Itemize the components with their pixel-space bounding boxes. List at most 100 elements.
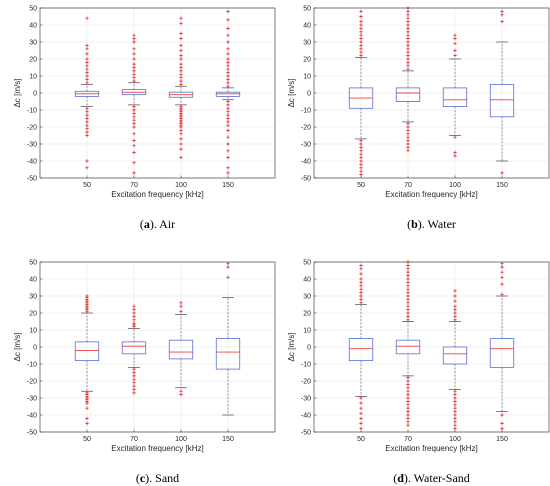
box-50 [74, 16, 100, 170]
y-tick-label: 50 [303, 5, 311, 12]
outlier-marker [132, 104, 136, 109]
outlier-marker [359, 40, 363, 44]
outlier-marker [359, 406, 363, 410]
outlier-marker [132, 36, 136, 41]
outlier-marker [359, 267, 363, 271]
box-50 [74, 294, 100, 426]
outlier-marker [406, 121, 410, 126]
outlier-marker [85, 60, 89, 65]
outlier-marker [359, 416, 363, 421]
y-tick-label: -10 [27, 107, 37, 114]
outlier-marker [453, 304, 457, 308]
outlier-marker [179, 304, 183, 308]
outlier-marker [132, 307, 136, 312]
outlier-marker [453, 289, 457, 293]
y-tick-label: 20 [29, 310, 37, 317]
outlier-marker [500, 292, 504, 296]
outlier-marker [132, 138, 136, 143]
outlier-marker [179, 301, 183, 305]
outlier-marker [132, 381, 136, 385]
outlier-marker [226, 128, 230, 133]
outlier-marker [500, 270, 504, 274]
outlier-marker [406, 284, 410, 288]
outlier-marker [406, 280, 410, 285]
outlier-marker [359, 421, 363, 426]
outlier-marker [453, 392, 457, 397]
y-axis-label: Δc [m/s] [13, 333, 22, 362]
outlier-marker [132, 144, 136, 148]
y-tick-label: 30 [29, 39, 37, 46]
outlier-marker [406, 145, 410, 150]
outlier-marker [406, 382, 410, 387]
outlier-marker [453, 36, 457, 41]
outlier-marker [453, 150, 457, 155]
x-tick-label: 100 [175, 182, 187, 189]
outlier-marker [132, 47, 136, 51]
caption-open: ( [136, 471, 140, 485]
outlier-marker [226, 26, 230, 31]
outlier-marker [132, 311, 136, 315]
outlier-marker [406, 9, 410, 14]
outlier-marker [406, 307, 410, 312]
y-tick-label: -10 [27, 361, 37, 368]
outlier-marker [226, 106, 230, 110]
outlier-marker [453, 399, 457, 404]
x-axis-label: Excitation frequency [kHz] [111, 444, 203, 453]
panel-caption: (c). Sand [136, 471, 179, 485]
y-axis-label: Δc [m/s] [13, 79, 22, 108]
outlier-marker [453, 135, 457, 139]
y-tick-label: -20 [301, 124, 311, 131]
outlier-marker [406, 294, 410, 298]
axes-frame [39, 7, 276, 179]
y-tick-label: 20 [29, 56, 37, 63]
outlier-marker [359, 26, 363, 31]
outlier-marker [359, 172, 363, 177]
outlier-marker [406, 36, 410, 41]
x-tick-label: 100 [449, 182, 461, 189]
outlier-marker [226, 275, 230, 279]
box-iqr [348, 338, 374, 362]
caption-open: ( [407, 217, 411, 231]
box-150 [215, 9, 241, 175]
x-tick-label: 50 [83, 436, 91, 443]
outlier-marker [406, 30, 410, 34]
x-tick-label: 50 [83, 182, 91, 189]
outlier-marker [359, 401, 363, 405]
outlier-marker [500, 426, 504, 431]
caption-text: . Water-Sand [408, 471, 470, 485]
outlier-marker [132, 40, 136, 44]
y-tick-label: -20 [27, 124, 37, 131]
outlier-marker [453, 406, 457, 410]
outlier-marker [226, 110, 230, 114]
outlier-marker [226, 84, 230, 88]
outlier-marker [406, 50, 410, 54]
outlier-marker [132, 69, 136, 73]
box-iqr [489, 84, 515, 118]
axes-frame [313, 261, 550, 433]
outlier-marker [453, 318, 457, 322]
outlier-marker [406, 297, 410, 302]
outlier-marker [359, 169, 363, 173]
outlier-marker [85, 70, 89, 75]
outlier-marker [359, 53, 363, 58]
box-iqr [442, 346, 468, 365]
outlier-marker [226, 18, 230, 22]
y-tick-label: -10 [301, 361, 311, 368]
outlier-marker [453, 403, 457, 407]
outlier-marker [226, 99, 230, 104]
outlier-marker [359, 301, 363, 305]
outlier-marker [453, 311, 457, 315]
outlier-marker [226, 123, 230, 127]
outlier-marker [359, 162, 363, 167]
outlier-marker [132, 62, 136, 66]
outlier-marker [179, 36, 183, 41]
outlier-marker [453, 48, 457, 53]
caption-text: . Water [422, 217, 456, 231]
y-tick-label: -50 [27, 429, 37, 436]
outlier-marker [406, 33, 410, 37]
y-tick-label: 40 [303, 22, 311, 29]
outlier-marker [132, 111, 136, 116]
outlier-marker [179, 389, 183, 393]
outlier-marker [226, 47, 230, 51]
